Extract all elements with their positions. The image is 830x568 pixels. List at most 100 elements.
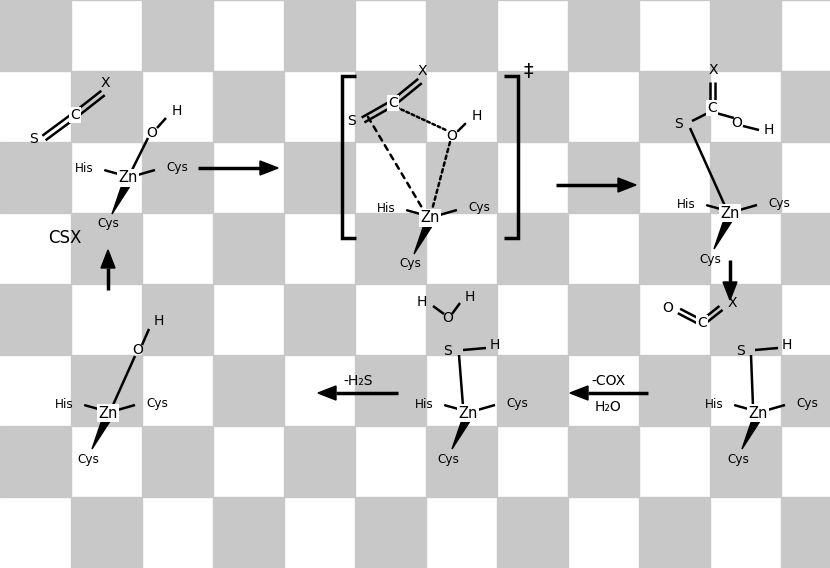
Text: Zn: Zn xyxy=(458,406,478,420)
Text: X: X xyxy=(708,63,718,77)
Text: Cys: Cys xyxy=(399,257,421,270)
Bar xyxy=(142,284,213,355)
Bar xyxy=(710,284,781,355)
Bar xyxy=(284,426,355,497)
Bar xyxy=(213,71,284,142)
Text: O: O xyxy=(442,311,453,325)
Text: H: H xyxy=(782,338,792,352)
Text: -H₂S: -H₂S xyxy=(344,374,373,388)
Bar xyxy=(213,213,284,284)
Text: O: O xyxy=(662,301,673,315)
Bar xyxy=(355,497,426,568)
Bar xyxy=(355,355,426,426)
Bar xyxy=(568,426,639,497)
Polygon shape xyxy=(618,178,636,192)
Bar xyxy=(284,284,355,355)
Text: Cys: Cys xyxy=(796,396,818,410)
Text: ‡: ‡ xyxy=(523,61,533,81)
Polygon shape xyxy=(318,386,336,400)
Bar xyxy=(284,0,355,71)
Bar xyxy=(426,284,497,355)
Bar xyxy=(781,355,830,426)
Bar xyxy=(355,213,426,284)
Text: Cys: Cys xyxy=(97,218,119,231)
Text: C: C xyxy=(388,96,398,110)
Text: S: S xyxy=(674,117,682,131)
Text: Cys: Cys xyxy=(468,202,490,215)
Text: O: O xyxy=(147,126,158,140)
Bar xyxy=(71,497,142,568)
Text: H: H xyxy=(764,123,774,137)
Bar xyxy=(142,0,213,71)
Polygon shape xyxy=(101,250,115,268)
Bar xyxy=(639,71,710,142)
Polygon shape xyxy=(723,282,737,300)
Bar xyxy=(284,142,355,213)
Bar xyxy=(142,426,213,497)
Bar xyxy=(781,71,830,142)
Text: Zn: Zn xyxy=(720,206,740,220)
Polygon shape xyxy=(414,219,434,254)
Text: X: X xyxy=(727,296,737,310)
Bar xyxy=(142,142,213,213)
Bar xyxy=(781,497,830,568)
Text: H: H xyxy=(172,104,183,118)
Text: Cys: Cys xyxy=(166,161,188,174)
Text: H: H xyxy=(490,338,500,352)
Polygon shape xyxy=(92,414,112,449)
Text: O: O xyxy=(731,116,743,130)
Bar xyxy=(497,355,568,426)
Text: Cys: Cys xyxy=(727,453,749,466)
Bar xyxy=(71,213,142,284)
Text: S: S xyxy=(28,132,37,146)
Text: O: O xyxy=(447,129,457,143)
Bar xyxy=(781,213,830,284)
Text: S: S xyxy=(735,344,745,358)
Text: H: H xyxy=(471,109,482,123)
Text: X: X xyxy=(417,64,427,78)
Bar xyxy=(639,213,710,284)
Bar xyxy=(213,355,284,426)
Bar xyxy=(568,284,639,355)
Bar xyxy=(71,355,142,426)
Text: CSX: CSX xyxy=(48,229,81,247)
Text: C: C xyxy=(707,101,717,115)
Text: Cys: Cys xyxy=(146,396,168,410)
Text: His: His xyxy=(706,398,724,411)
Text: Cys: Cys xyxy=(437,453,459,466)
Bar xyxy=(355,71,426,142)
Text: Zn: Zn xyxy=(98,406,118,420)
Text: Cys: Cys xyxy=(77,453,99,466)
Text: Zn: Zn xyxy=(119,170,138,186)
Bar xyxy=(568,0,639,71)
Bar xyxy=(710,426,781,497)
Bar xyxy=(0,284,71,355)
Bar xyxy=(568,142,639,213)
Text: S: S xyxy=(442,344,452,358)
Bar xyxy=(0,142,71,213)
Text: H: H xyxy=(465,290,476,304)
Bar xyxy=(0,426,71,497)
Text: C: C xyxy=(70,108,80,122)
Bar xyxy=(426,0,497,71)
Text: Zn: Zn xyxy=(420,211,440,225)
Bar xyxy=(497,71,568,142)
Bar xyxy=(426,426,497,497)
Bar xyxy=(710,0,781,71)
Polygon shape xyxy=(714,214,734,249)
Text: His: His xyxy=(76,162,94,176)
Polygon shape xyxy=(452,414,472,449)
Text: His: His xyxy=(378,203,396,215)
Text: Cys: Cys xyxy=(699,253,721,265)
Bar xyxy=(213,497,284,568)
Bar xyxy=(710,142,781,213)
Bar xyxy=(71,71,142,142)
Bar xyxy=(639,355,710,426)
Text: Cys: Cys xyxy=(768,197,790,210)
Text: -COX: -COX xyxy=(591,374,625,388)
Bar xyxy=(497,213,568,284)
Text: Zn: Zn xyxy=(749,406,768,420)
Text: His: His xyxy=(415,398,434,411)
Bar xyxy=(0,0,71,71)
Text: C: C xyxy=(697,316,707,330)
